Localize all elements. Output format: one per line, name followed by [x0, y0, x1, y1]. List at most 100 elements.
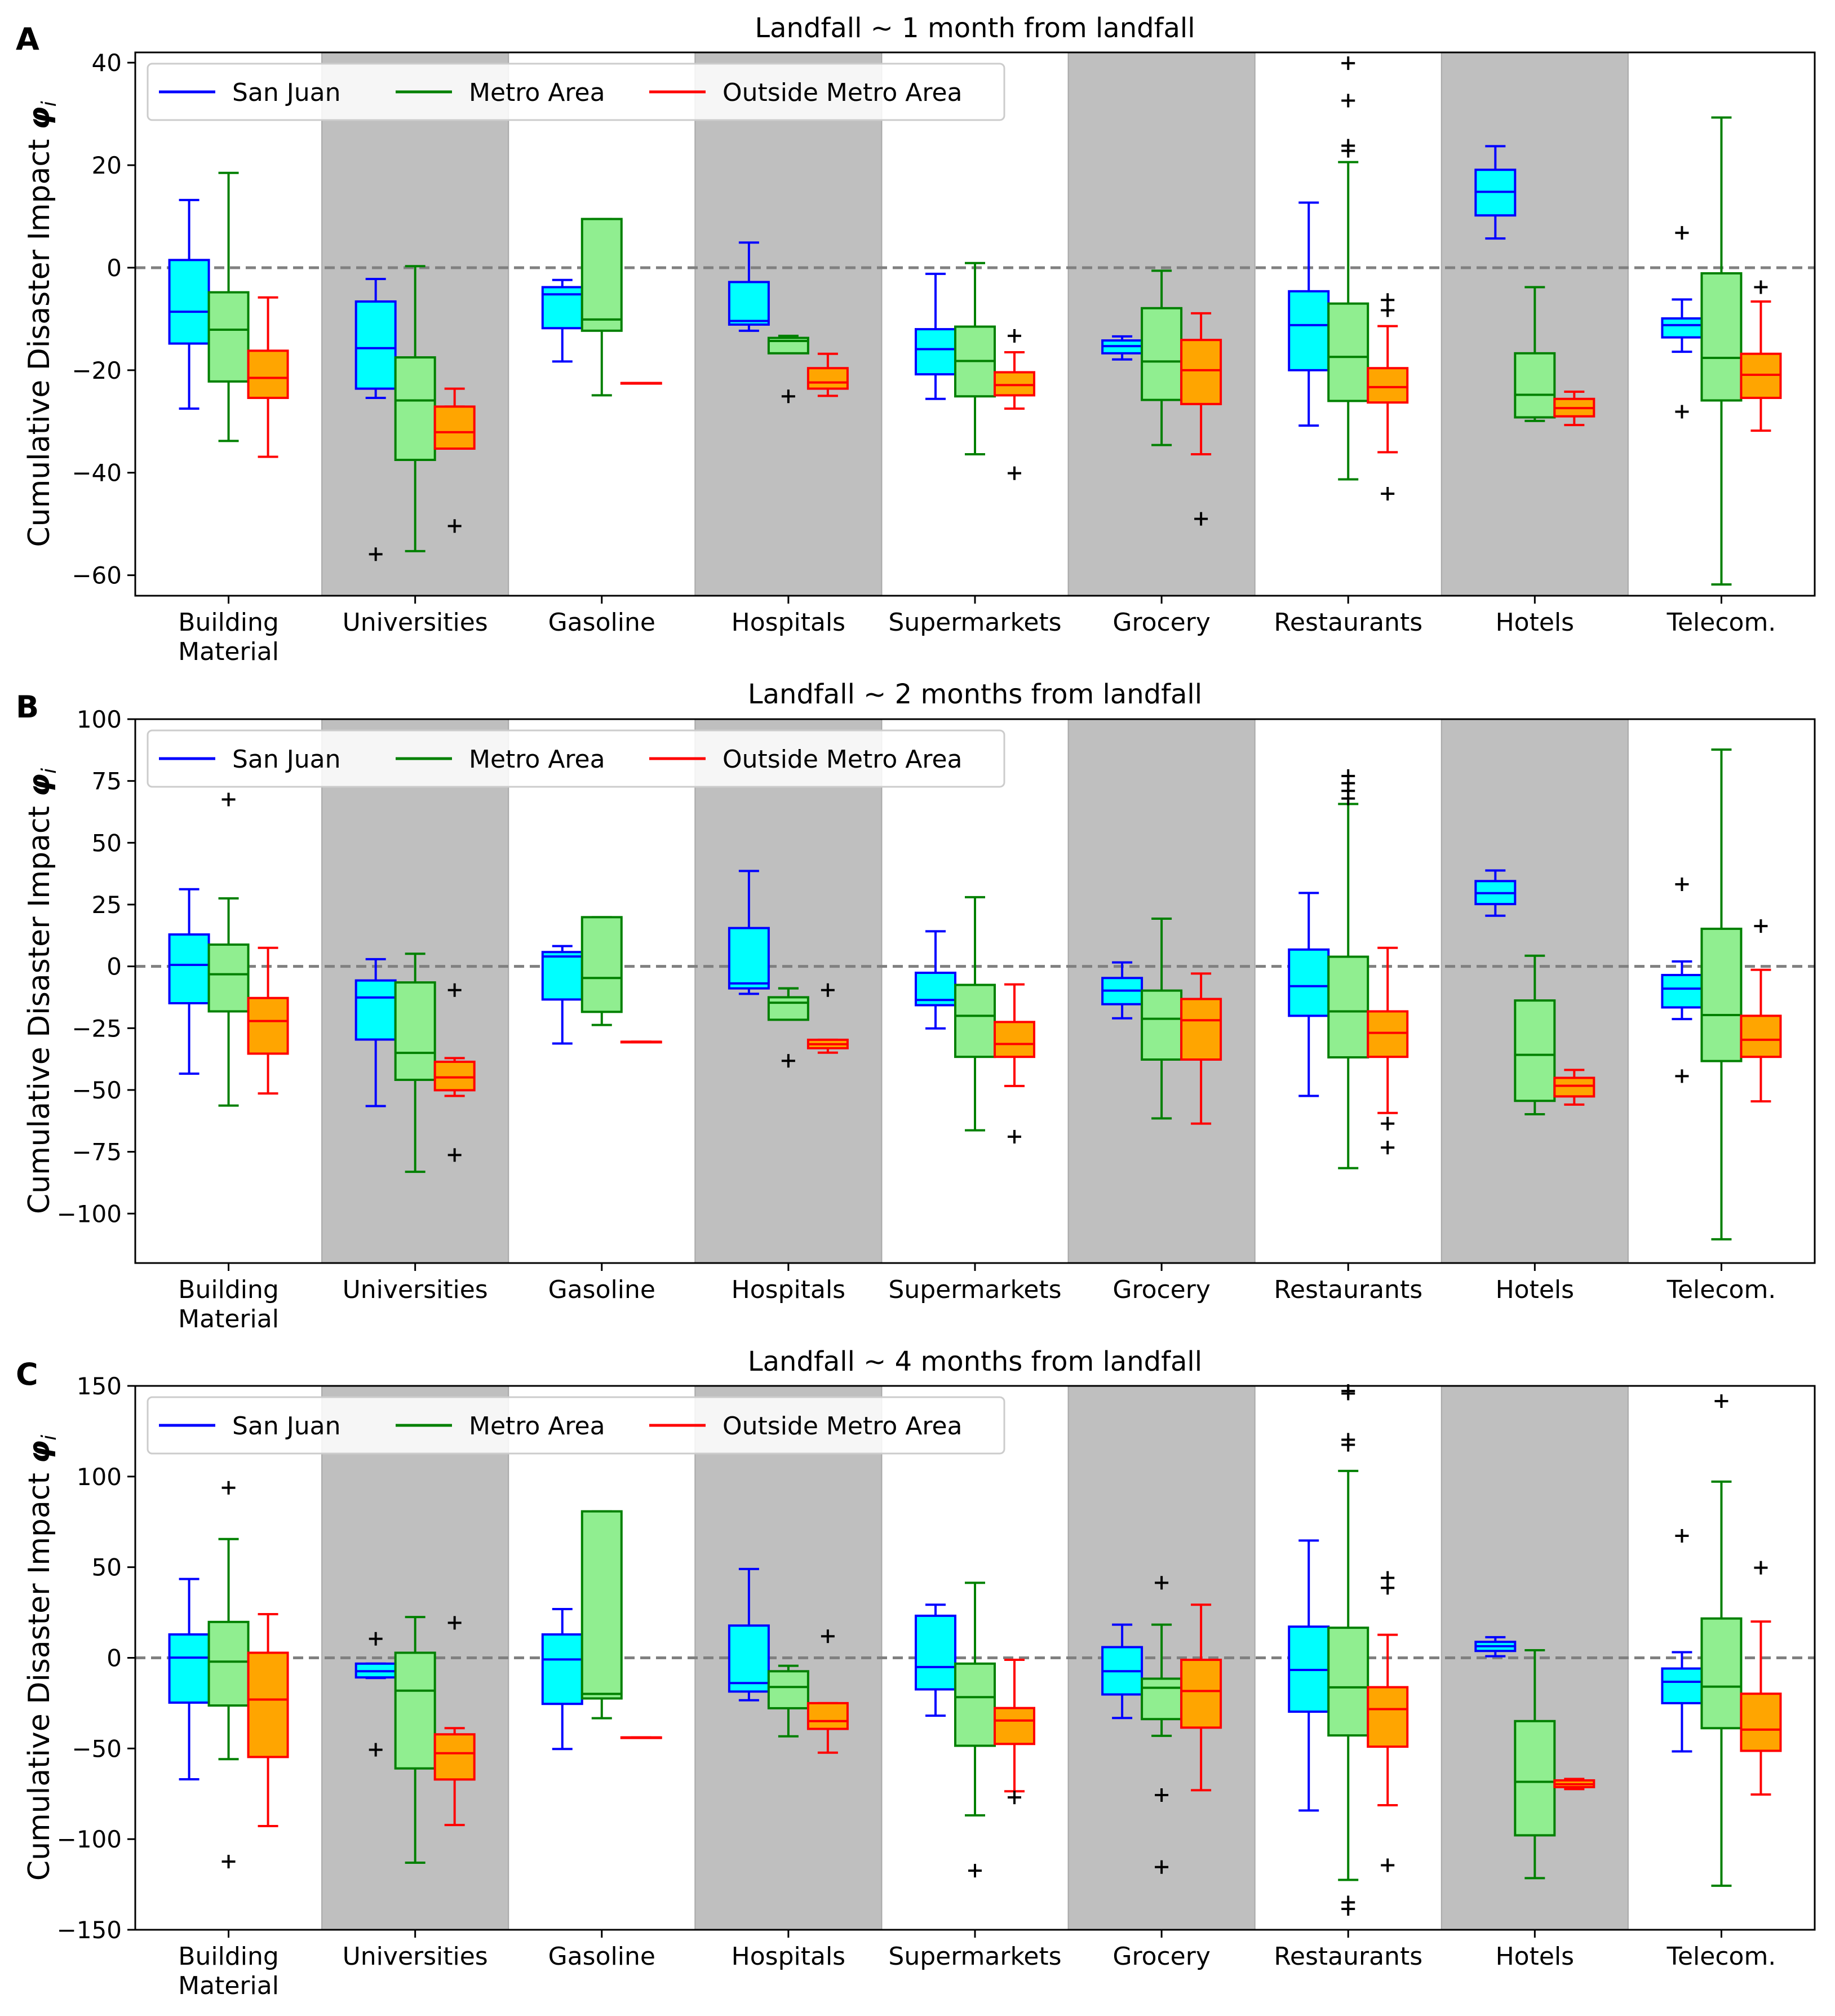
box-iqr [767, 1670, 809, 1709]
box-iqr [994, 1021, 1035, 1058]
box-outside-metro-area [433, 983, 476, 1162]
flier-marker [1341, 56, 1355, 70]
flier-marker [1381, 303, 1395, 317]
box-iqr [728, 281, 770, 326]
box-iqr [168, 933, 210, 1004]
x-tick-label: Building [178, 1275, 279, 1304]
panel-label: A [16, 21, 39, 57]
box-san-juan [354, 277, 397, 561]
box-outside-metro-area [1740, 1561, 1782, 1796]
y-tick-label: 40 [92, 49, 122, 77]
box-outside-metro-area [1740, 919, 1782, 1103]
y-tick-label: 75 [92, 768, 122, 795]
panel-title: Landfall ~ 2 months from landfall [748, 679, 1202, 710]
x-tick-label: Material [178, 1971, 279, 2000]
box-outside-metro-area [806, 1629, 849, 1754]
x-tick-label: Restaurants [1274, 1275, 1422, 1304]
y-axis-label: Cumulative Disaster Impact φi [23, 1435, 61, 1881]
flier-marker [1341, 1438, 1355, 1452]
y-tick-label: 25 [92, 891, 122, 919]
box-iqr [354, 979, 397, 1041]
flier-marker [1754, 280, 1768, 294]
flier-marker [1341, 144, 1355, 158]
flier-marker [1381, 1141, 1395, 1155]
box-iqr [541, 951, 583, 1001]
legend: San Juan Metro Area Outside Metro Area [147, 63, 1005, 121]
legend-label: Metro Area [469, 1412, 605, 1441]
legend-label: San Juan [232, 745, 340, 774]
y-tick-label: −75 [72, 1138, 122, 1166]
box-outside-metro-area [994, 983, 1035, 1144]
legend-frame [147, 63, 1005, 121]
flier-marker [1341, 1386, 1355, 1401]
box-iqr [394, 1651, 436, 1770]
box-metro-area [1141, 1576, 1183, 1874]
box-metro-area [954, 1581, 996, 1878]
x-tick-label: Restaurants [1274, 1942, 1422, 1971]
box-iqr [1740, 1014, 1782, 1058]
x-tick-label: Grocery [1112, 1275, 1211, 1304]
box-iqr [1700, 1617, 1743, 1730]
box-san-juan [1661, 226, 1703, 419]
flier-marker [1155, 1788, 1169, 1802]
box-iqr [168, 1633, 210, 1704]
flier-marker [1754, 1561, 1768, 1575]
box-iqr [541, 1633, 583, 1705]
box-outside-metro-area [806, 352, 849, 397]
panel-title: Landfall ~ 1 month from landfall [755, 12, 1195, 44]
box-san-juan [728, 870, 770, 995]
box-iqr [1661, 317, 1703, 339]
x-tick-label: Gasoline [548, 1275, 655, 1304]
flier-marker [369, 1743, 383, 1757]
box-iqr [1367, 367, 1409, 404]
x-tick-label: Supermarkets [888, 1275, 1061, 1304]
box-iqr [1700, 927, 1743, 1062]
y-axis-label: Cumulative Disaster Impact φi [23, 101, 61, 547]
flier-marker [1155, 1860, 1169, 1874]
box-iqr [1327, 302, 1369, 402]
box-iqr [580, 1510, 623, 1700]
box-metro-area [207, 171, 250, 442]
box-iqr [1180, 998, 1222, 1061]
box-metro-area [207, 1481, 250, 1869]
box-iqr [168, 259, 210, 345]
flier-marker [968, 1864, 982, 1878]
panel-label: C [16, 1357, 38, 1392]
box-outside-metro-area [1740, 280, 1782, 432]
box-iqr [1327, 955, 1369, 1059]
box-san-juan [1474, 869, 1517, 917]
box-iqr [580, 218, 623, 332]
box-san-juan [1661, 1529, 1703, 1753]
box-iqr [1514, 999, 1556, 1102]
box-outside-metro-area [247, 946, 289, 1095]
box-iqr [728, 1624, 770, 1693]
legend-label: Outside Metro Area [723, 78, 962, 107]
box-san-juan [1661, 878, 1703, 1083]
flier-marker [221, 1855, 236, 1869]
box-iqr [1327, 1627, 1369, 1737]
flier-marker [1341, 1902, 1355, 1916]
flier-marker [1008, 1129, 1021, 1144]
box-metro-area [207, 792, 250, 1107]
box-iqr [806, 367, 849, 390]
x-tick-label: Hotels [1496, 608, 1574, 637]
x-tick-label: Material [178, 1305, 279, 1333]
y-tick-label: 0 [107, 1645, 122, 1672]
box-metro-area [1327, 769, 1369, 1169]
box-san-juan [168, 198, 210, 410]
flier-marker [1155, 1576, 1169, 1590]
flier-marker [1381, 487, 1395, 501]
box-metro-area [767, 987, 809, 1068]
y-tick-label: −100 [57, 1826, 122, 1853]
box-metro-area [580, 916, 623, 1026]
box-san-juan [915, 930, 956, 1030]
box-iqr [1661, 1667, 1703, 1704]
box-iqr [247, 349, 289, 399]
box-iqr [394, 981, 436, 1081]
box-san-juan [1288, 892, 1330, 1097]
x-tick-label: Universities [343, 608, 488, 637]
x-tick-label: Hotels [1496, 1942, 1574, 1971]
x-tick-label: Telecom. [1666, 1275, 1776, 1304]
